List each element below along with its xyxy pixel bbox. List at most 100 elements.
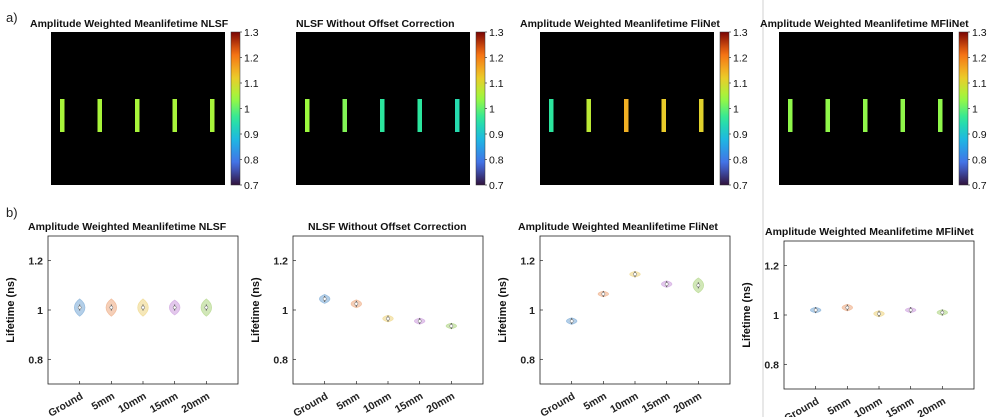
heatmap-bar [305,99,310,132]
violin-median [109,305,114,310]
violin-median [77,305,82,310]
colorbar-tick-label: 0.9 [733,129,748,141]
y-tick-label: 1 [773,310,779,322]
colorbar-tick-label: 1.2 [733,53,748,65]
violin-median [204,305,209,310]
x-tick-label: Ground [782,395,821,417]
heatmap-bar [900,99,905,132]
heatmap-title: Amplitude Weighted Meanlifetime FliNet [520,18,720,30]
violin-median [172,305,177,310]
violin-median [877,311,881,316]
x-tick-label: Ground [538,390,577,417]
heatmap-row: Amplitude Weighted Meanlifetime NLSF 1.3 1… [30,18,987,192]
colorbar-tick-label: 1 [972,104,978,116]
x-tick-label: 15mm [640,390,672,416]
colorbar-tick-label: 1 [489,104,495,116]
colorbar-tick-label: 1.2 [489,53,504,65]
violin-median [417,319,422,323]
y-tick-label: 1 [282,305,288,317]
heatmap-bar [97,99,102,132]
violin-title: Amplitude Weighted Meanlifetime MFliNet [765,226,974,238]
colorbar-tick-label: 0.8 [489,155,504,167]
y-tick-label: 1.2 [28,256,43,268]
x-tick-label: 5mm [335,390,362,413]
colorbar-tick-label: 1 [244,104,250,116]
colorbar-tick-label: 0.7 [244,180,259,192]
y-tick-label: 1.2 [273,256,288,268]
x-tick-label: 10mm [116,390,148,416]
heatmap-bar [586,99,591,132]
colorbar [719,31,730,186]
y-tick-label: 0.8 [764,359,779,371]
plot-area [539,235,731,385]
violin-median [908,308,913,312]
colorbar-tick-label: 0.7 [489,180,504,192]
violin-median [322,297,327,301]
x-tick-label: 15mm [148,390,180,416]
plot-area [292,235,484,385]
heatmap-bar [788,99,793,132]
violin-median [940,310,945,315]
panel-label-a: a) [6,10,18,25]
colorbar [230,31,241,186]
heatmap-title: NLSF Without Offset Correction [296,18,455,30]
colorbar-tick-label: 1.3 [972,27,987,39]
y-tick-label: 1 [37,305,43,317]
heatmap-bar [863,99,868,132]
heatmap-bar [661,99,666,132]
colorbar [475,31,486,186]
colorbar [958,31,969,186]
colorbar-tick-label: 1.3 [733,27,748,39]
x-tick-label: Ground [46,390,85,417]
colorbar-tick-label: 0.9 [972,129,987,141]
colorbar-tick-label: 0.7 [972,180,987,192]
colorbar-tick-label: 1.1 [244,78,259,90]
colorbar-tick-label: 0.8 [972,155,987,167]
violin-title: Amplitude Weighted Meanlifetime NLSF [28,221,227,233]
heatmap-bar [380,99,385,132]
violin-median [633,272,637,277]
heatmap-bar [172,99,177,132]
y-axis-label: Lifetime (ns) [250,277,262,343]
violin-median [354,301,359,306]
violin-median [386,316,390,321]
violin-median [141,305,145,310]
colorbar-tick-label: 0.9 [244,129,259,141]
colorbar-tick-label: 1.1 [733,78,748,90]
x-tick-label: Ground [291,390,330,417]
colorbar-tick-label: 1.3 [489,27,504,39]
violin-median [569,319,574,323]
x-tick-label: 20mm [916,395,948,417]
violin-median [664,282,669,286]
colorbar-tick-label: 1.1 [489,78,504,90]
colorbar-tick-label: 0.7 [733,180,748,192]
x-tick-label: 5mm [826,395,853,417]
x-tick-label: 20mm [180,390,212,416]
heatmap-bar [624,99,629,132]
y-tick-label: 0.8 [28,354,43,366]
heatmap-bar [455,99,460,132]
x-tick-label: 20mm [425,390,457,416]
violin-title: NLSF Without Offset Correction [308,221,467,233]
x-tick-label: 20mm [672,390,704,416]
heatmap-bar [699,99,704,132]
x-tick-label: 10mm [852,395,884,417]
violin-median [813,308,818,312]
heatmap-bar [135,99,140,132]
y-tick-label: 1 [529,305,535,317]
heatmap-bar [342,99,347,132]
y-tick-label: 0.8 [520,354,535,366]
x-tick-label: 15mm [393,390,425,416]
heatmap-bar [60,99,65,132]
y-axis-label: Lifetime (ns) [5,277,17,343]
heatmap-bar [417,99,422,132]
violin-row: Amplitude Weighted Meanlifetime NLSF 0.8 1… [5,221,975,417]
colorbar-tick-label: 0.9 [489,129,504,141]
heatmap-title: Amplitude Weighted Meanlifetime NLSF [30,18,229,30]
colorbar-tick-label: 1.3 [244,27,259,39]
x-tick-label: 10mm [608,390,640,416]
x-tick-label: 5mm [582,390,609,413]
colorbar-tick-label: 1.2 [244,53,259,65]
violin-title: Amplitude Weighted Meanlifetime FliNet [518,221,718,233]
violin-median [449,324,454,328]
